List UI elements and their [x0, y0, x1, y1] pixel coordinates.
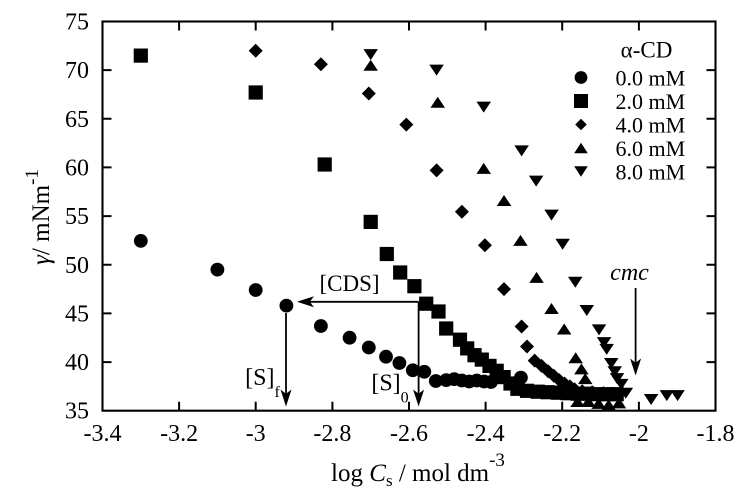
svg-text:α-CD: α-CD: [621, 38, 673, 63]
svg-text:4.0 mM: 4.0 mM: [616, 112, 686, 137]
svg-text:-3: -3: [246, 421, 266, 447]
svg-text:[CDS]: [CDS]: [319, 271, 379, 296]
svg-text:75: 75: [65, 10, 89, 36]
svg-text:-3.4: -3.4: [84, 421, 122, 447]
svg-text:γ/ mNm-1: γ/ mNm-1: [22, 169, 55, 265]
svg-text:-2.4: -2.4: [467, 421, 505, 447]
svg-text:-2.8: -2.8: [313, 421, 351, 447]
svg-text:6.0 mM: 6.0 mM: [616, 136, 686, 161]
svg-text:55: 55: [65, 204, 89, 230]
svg-text:-3.2: -3.2: [160, 421, 198, 447]
svg-text:45: 45: [65, 301, 89, 327]
svg-text:cmc: cmc: [610, 260, 649, 286]
svg-text:2.0 mM: 2.0 mM: [616, 89, 686, 114]
svg-text:-2.6: -2.6: [390, 421, 428, 447]
svg-text:35: 35: [65, 399, 89, 425]
svg-text:50: 50: [65, 253, 89, 279]
svg-text:-2: -2: [629, 421, 649, 447]
svg-text:-1.8: -1.8: [697, 421, 735, 447]
svg-text:40: 40: [65, 350, 89, 376]
svg-text:0.0 mM: 0.0 mM: [616, 65, 686, 90]
svg-text:70: 70: [65, 58, 89, 84]
svg-text:8.0 mM: 8.0 mM: [616, 159, 686, 184]
svg-text:65: 65: [65, 107, 89, 133]
svg-text:60: 60: [65, 155, 89, 181]
svg-text:-2.2: -2.2: [543, 421, 581, 447]
